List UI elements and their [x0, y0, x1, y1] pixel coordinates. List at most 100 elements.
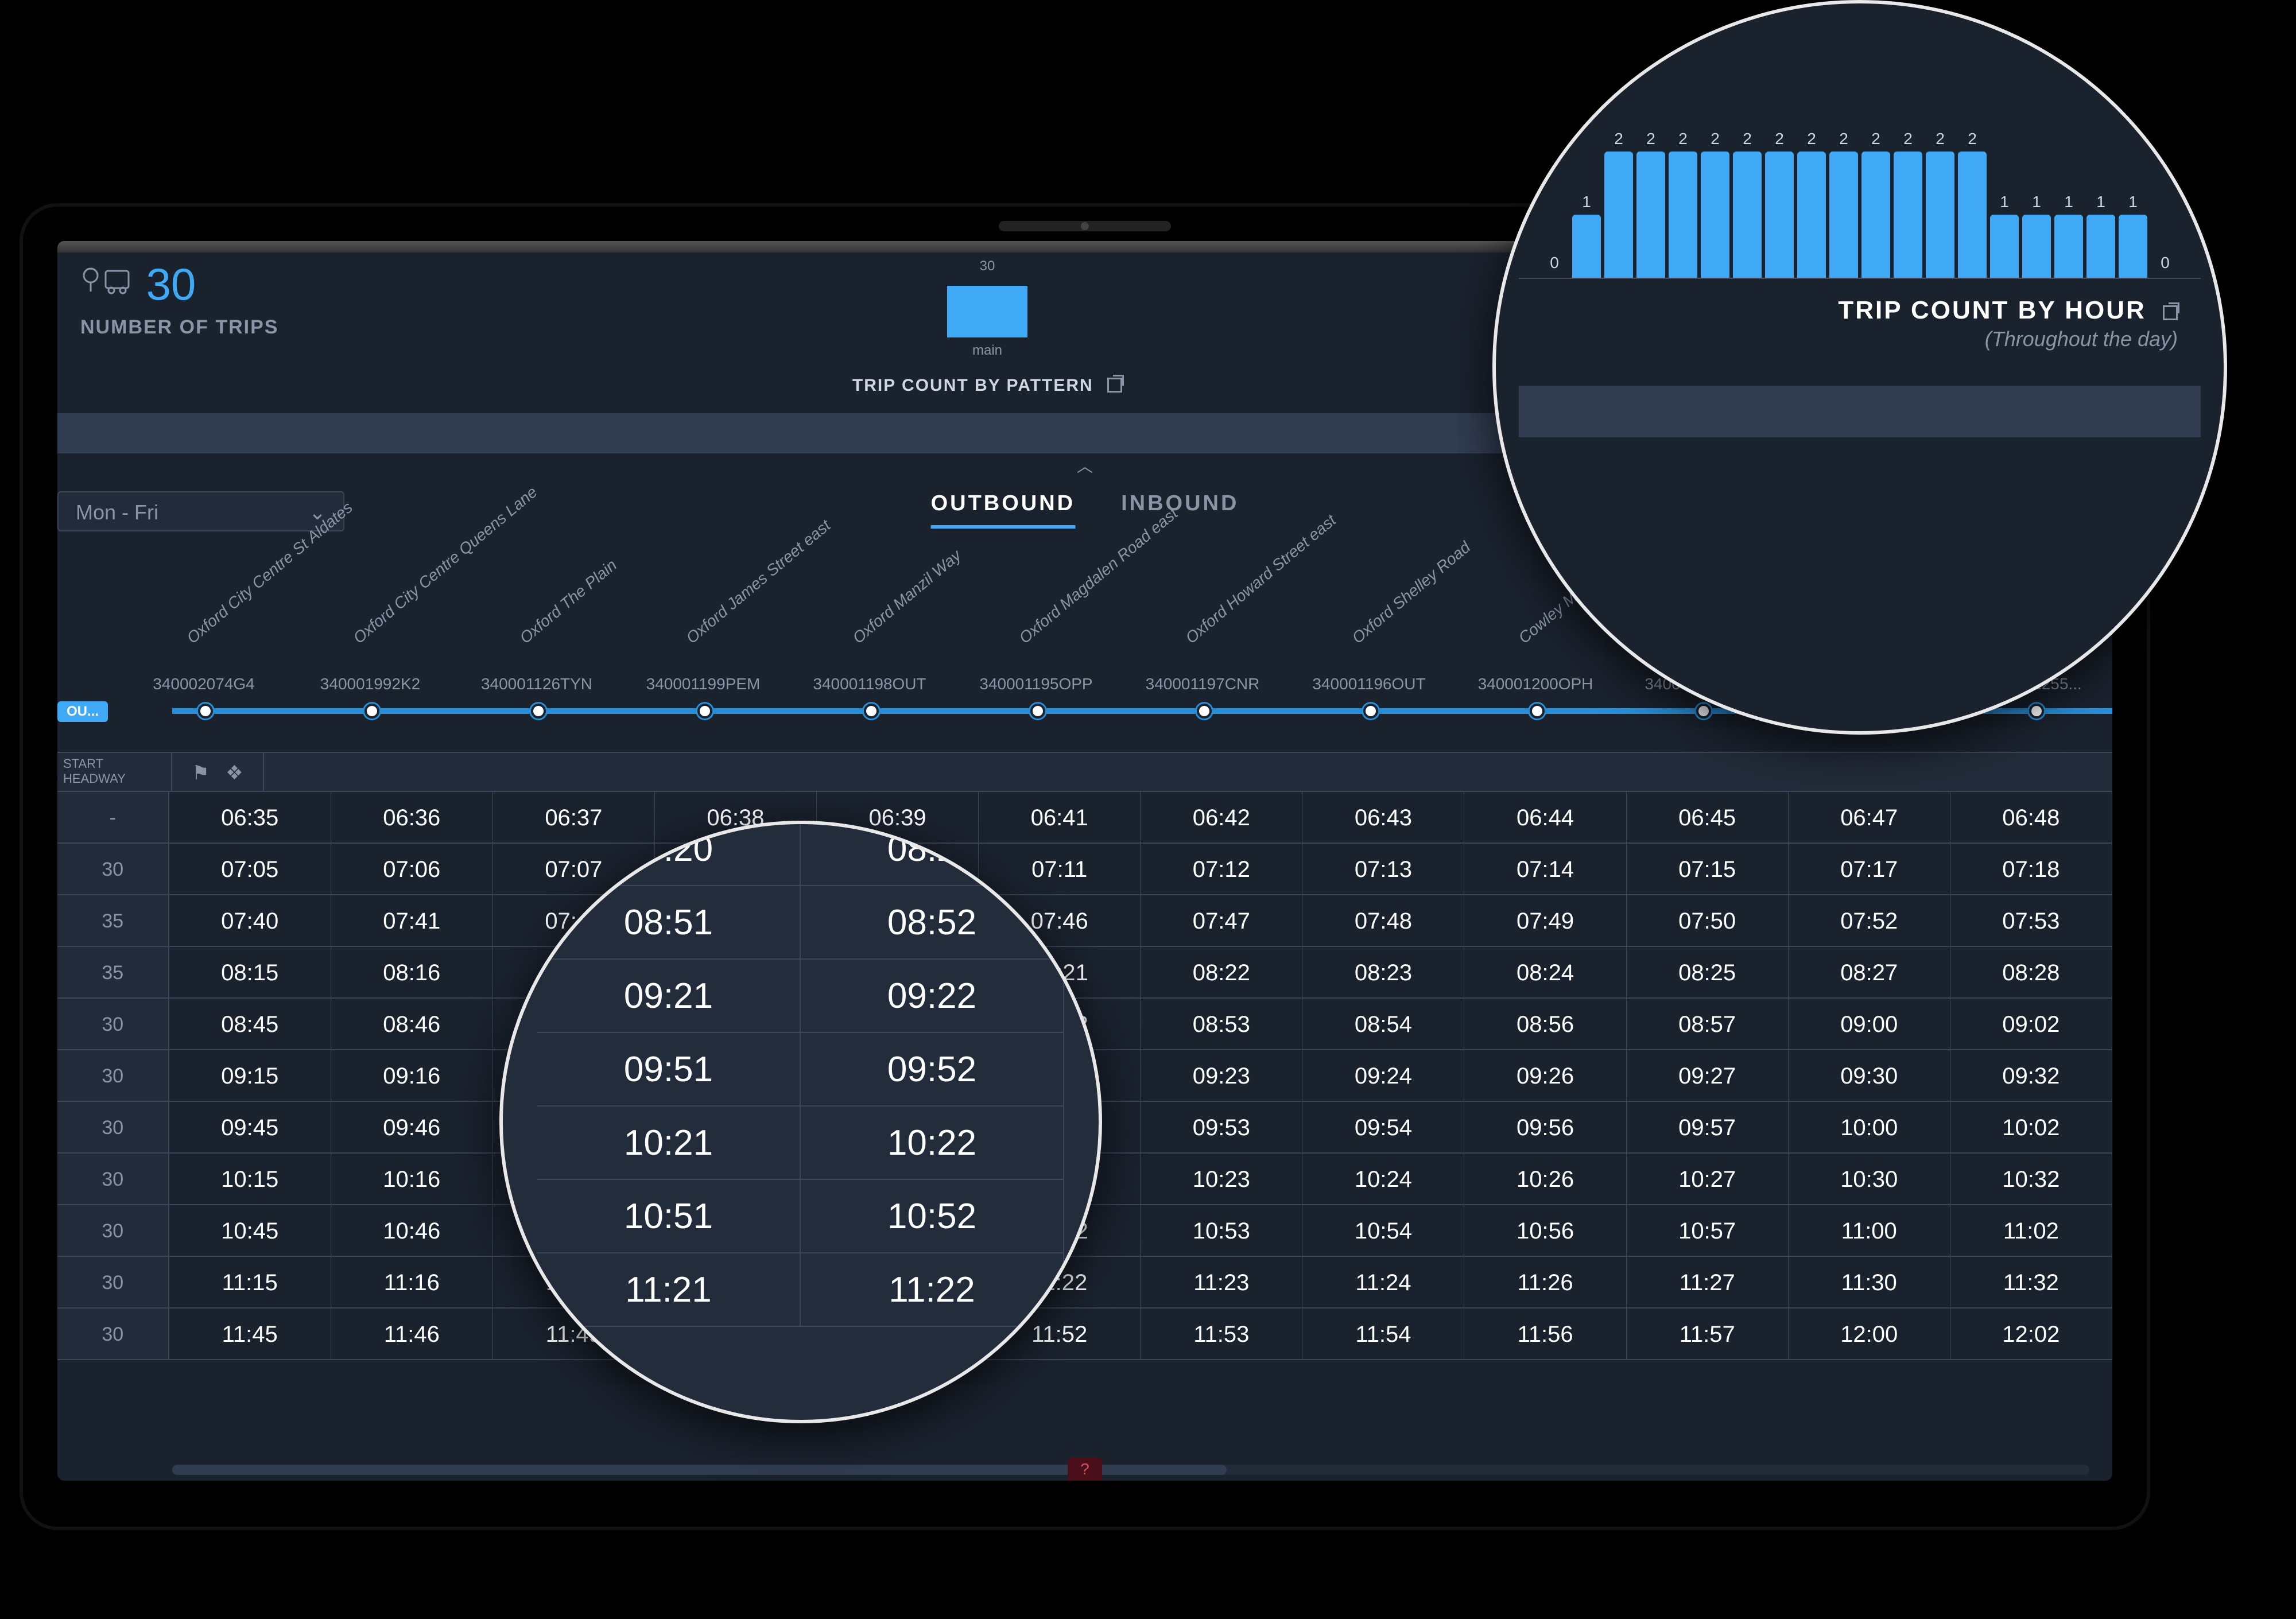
time-cell[interactable]: 06:45: [1627, 792, 1789, 842]
time-cell[interactable]: 09:45: [169, 1102, 331, 1152]
time-cell[interactable]: 10:23: [1141, 1154, 1302, 1204]
time-cell[interactable]: 09:26: [1464, 1050, 1626, 1101]
time-cell[interactable]: 07:14: [1464, 844, 1626, 894]
time-cell[interactable]: 11:46: [331, 1309, 493, 1359]
time-cell[interactable]: 11:02: [1950, 1205, 2112, 1256]
stop-dot[interactable]: [198, 704, 213, 719]
time-cell[interactable]: 10:32: [1950, 1154, 2112, 1204]
time-cell[interactable]: 10:57: [1627, 1205, 1789, 1256]
time-cell[interactable]: 11:27: [1627, 1257, 1789, 1307]
time-cell[interactable]: 10:54: [1302, 1205, 1464, 1256]
horizontal-scrollbar[interactable]: [172, 1465, 2089, 1475]
time-cell[interactable]: 06:47: [1789, 792, 1950, 842]
time-cell[interactable]: 08:46: [331, 999, 493, 1049]
time-cell[interactable]: 11:30: [1789, 1257, 1950, 1307]
time-cell[interactable]: 10:15: [169, 1154, 331, 1204]
time-cell[interactable]: 09:32: [1950, 1050, 2112, 1101]
time-cell[interactable]: 08:15: [169, 947, 331, 997]
time-cell[interactable]: 09:27: [1627, 1050, 1789, 1101]
time-cell[interactable]: 11:53: [1141, 1309, 1302, 1359]
time-cell[interactable]: 06:43: [1302, 792, 1464, 842]
time-cell[interactable]: 09:54: [1302, 1102, 1464, 1152]
time-cell[interactable]: 11:00: [1789, 1205, 1950, 1256]
stop-dot[interactable]: [364, 704, 379, 719]
time-cell[interactable]: 11:23: [1141, 1257, 1302, 1307]
time-cell[interactable]: 08:56: [1464, 999, 1626, 1049]
stop-dot[interactable]: [1696, 704, 1711, 719]
table-row[interactable]: 3508:1508:1608:1808:2008:2108:2108:2208:…: [57, 947, 2112, 999]
help-button[interactable]: ?: [1068, 1458, 1102, 1481]
popout-icon[interactable]: [1107, 378, 1122, 393]
time-cell[interactable]: 11:54: [1302, 1309, 1464, 1359]
time-cell[interactable]: 06:35: [169, 792, 331, 842]
time-cell[interactable]: 08:45: [169, 999, 331, 1049]
time-cell[interactable]: 11:16: [331, 1257, 493, 1307]
stop-dot[interactable]: [531, 704, 546, 719]
time-cell[interactable]: 07:49: [1464, 895, 1626, 946]
time-cell[interactable]: 08:22: [1141, 947, 1302, 997]
table-row[interactable]: 3011:4511:4611:4911:5111:5211:5211:5311:…: [57, 1309, 2112, 1360]
time-cell[interactable]: 07:13: [1302, 844, 1464, 894]
time-cell[interactable]: 10:26: [1464, 1154, 1626, 1204]
time-cell[interactable]: 10:56: [1464, 1205, 1626, 1256]
time-cell[interactable]: 10:45: [169, 1205, 331, 1256]
time-cell[interactable]: 07:47: [1141, 895, 1302, 946]
time-cell[interactable]: 07:18: [1950, 844, 2112, 894]
time-cell[interactable]: 09:23: [1141, 1050, 1302, 1101]
time-cell[interactable]: 08:53: [1141, 999, 1302, 1049]
table-row[interactable]: -06:3506:3606:3706:3806:3906:4106:4206:4…: [57, 792, 2112, 844]
time-cell[interactable]: 11:56: [1464, 1309, 1626, 1359]
time-cell[interactable]: 09:30: [1789, 1050, 1950, 1101]
time-cell[interactable]: 10:00: [1789, 1102, 1950, 1152]
time-cell[interactable]: 10:27: [1627, 1154, 1789, 1204]
time-cell[interactable]: 12:00: [1789, 1309, 1950, 1359]
time-cell[interactable]: 09:16: [331, 1050, 493, 1101]
stop-dot[interactable]: [864, 704, 879, 719]
route-tag[interactable]: OU...: [57, 701, 108, 722]
stop-dot[interactable]: [1197, 704, 1212, 719]
time-cell[interactable]: 10:24: [1302, 1154, 1464, 1204]
stop-dot[interactable]: [1030, 704, 1045, 719]
time-cell[interactable]: 08:57: [1627, 999, 1789, 1049]
time-cell[interactable]: 12:02: [1950, 1309, 2112, 1359]
time-cell[interactable]: 09:00: [1789, 999, 1950, 1049]
time-cell[interactable]: 07:05: [169, 844, 331, 894]
tab-outbound[interactable]: OUTBOUND: [931, 491, 1076, 529]
time-cell[interactable]: 08:25: [1627, 947, 1789, 997]
time-cell[interactable]: 08:23: [1302, 947, 1464, 997]
time-cell[interactable]: 10:46: [331, 1205, 493, 1256]
time-cell[interactable]: 07:53: [1950, 895, 2112, 946]
time-cell[interactable]: 07:12: [1141, 844, 1302, 894]
time-cell[interactable]: 10:02: [1950, 1102, 2112, 1152]
time-cell[interactable]: 09:56: [1464, 1102, 1626, 1152]
time-cell[interactable]: 10:16: [331, 1154, 493, 1204]
time-cell[interactable]: 07:48: [1302, 895, 1464, 946]
time-cell[interactable]: 09:24: [1302, 1050, 1464, 1101]
time-cell[interactable]: 11:57: [1627, 1309, 1789, 1359]
time-cell[interactable]: 08:24: [1464, 947, 1626, 997]
time-cell[interactable]: 09:02: [1950, 999, 2112, 1049]
table-row[interactable]: 3507:4007:4107:4307:4407:4507:4607:4707:…: [57, 895, 2112, 947]
stop-dot[interactable]: [1363, 704, 1378, 719]
time-cell[interactable]: 07:52: [1789, 895, 1950, 946]
popout-icon[interactable]: [2163, 305, 2178, 320]
stop-dot[interactable]: [697, 704, 712, 719]
time-cell[interactable]: 06:42: [1141, 792, 1302, 842]
time-cell[interactable]: 09:57: [1627, 1102, 1789, 1152]
time-cell[interactable]: 10:30: [1789, 1154, 1950, 1204]
time-cell[interactable]: 07:15: [1627, 844, 1789, 894]
time-cell[interactable]: 06:44: [1464, 792, 1626, 842]
time-cell[interactable]: 07:17: [1789, 844, 1950, 894]
days-dropdown[interactable]: Mon - Fri ⌄: [57, 491, 344, 531]
time-cell[interactable]: 08:27: [1789, 947, 1950, 997]
table-row[interactable]: 3011:1511:1611:1911:2111:2211:2211:2311:…: [57, 1257, 2112, 1309]
table-row[interactable]: 3007:0507:0607:0707:0807:0907:1107:1207:…: [57, 844, 2112, 895]
time-cell[interactable]: 08:16: [331, 947, 493, 997]
time-cell[interactable]: 06:36: [331, 792, 493, 842]
time-cell[interactable]: 07:40: [169, 895, 331, 946]
time-cell[interactable]: 11:32: [1950, 1257, 2112, 1307]
time-cell[interactable]: 06:48: [1950, 792, 2112, 842]
time-cell[interactable]: 11:45: [169, 1309, 331, 1359]
time-cell[interactable]: 07:41: [331, 895, 493, 946]
time-cell[interactable]: 09:15: [169, 1050, 331, 1101]
